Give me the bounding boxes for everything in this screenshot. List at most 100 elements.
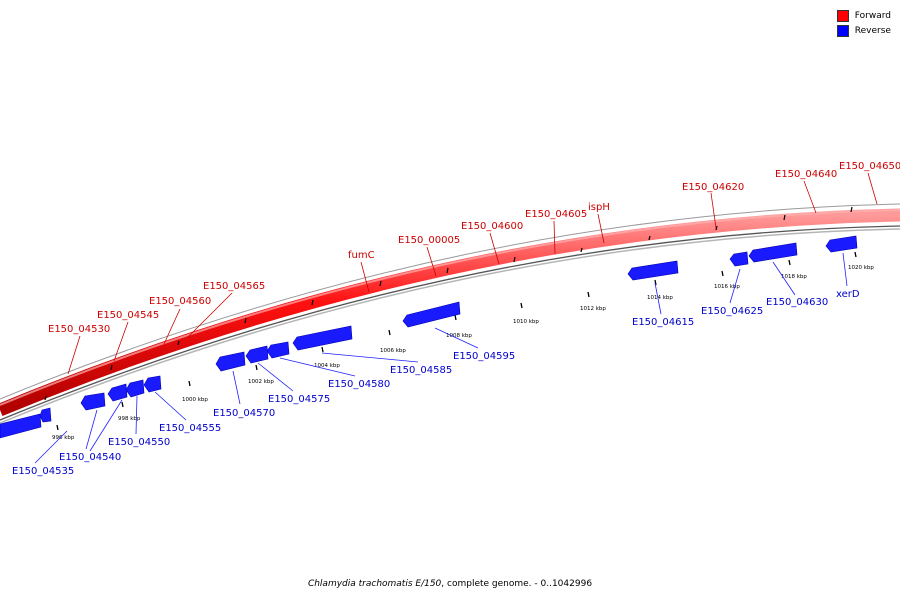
gene-arrow[interactable] xyxy=(39,407,52,423)
gene-label-forward[interactable]: E150_04530 xyxy=(48,324,110,335)
gene-label-reverse[interactable]: xerD xyxy=(836,289,860,300)
outer-ticks xyxy=(44,206,853,401)
gene-label-forward[interactable]: ispH xyxy=(588,202,610,213)
connector xyxy=(426,246,437,277)
gene-arrow[interactable] xyxy=(107,383,128,402)
tick xyxy=(321,346,324,353)
forward-swatch-icon xyxy=(836,9,849,22)
gene-label-reverse[interactable]: E150_04625 xyxy=(701,306,763,317)
tick xyxy=(520,302,523,309)
scale-label: 1016 kbp xyxy=(714,284,740,290)
reverse-genes xyxy=(0,235,858,439)
gene-arrow[interactable] xyxy=(729,251,749,267)
legend-item-reverse: Reverse xyxy=(836,23,891,38)
connector xyxy=(434,327,479,349)
connector xyxy=(279,357,356,377)
gene-arrow[interactable] xyxy=(245,345,269,364)
gene-label-reverse[interactable]: E150_04535 xyxy=(12,466,74,477)
connector xyxy=(321,352,419,363)
gene-label-reverse[interactable]: E150_04555 xyxy=(159,423,221,434)
connector xyxy=(772,261,796,296)
scale-label: 1012 kbp xyxy=(580,306,606,312)
gene-arrow[interactable] xyxy=(143,375,162,393)
tick xyxy=(587,291,590,298)
tick xyxy=(188,380,191,387)
tick xyxy=(446,267,449,274)
forward-strand-arc xyxy=(0,208,900,417)
legend: Forward Reverse xyxy=(836,8,891,38)
gene-label-forward[interactable]: E150_04640 xyxy=(775,169,837,180)
tick xyxy=(721,270,724,277)
gene-label-forward[interactable]: E150_04560 xyxy=(149,296,211,307)
map-caption: Chlamydia trachomatis E/150, complete ge… xyxy=(0,579,900,589)
backbone xyxy=(0,203,900,424)
gene-arrow[interactable] xyxy=(825,235,858,253)
reverse-swatch-icon xyxy=(836,24,849,37)
gene-label-reverse[interactable]: E150_04585 xyxy=(390,365,452,376)
connector xyxy=(842,252,848,287)
gene-arrow[interactable] xyxy=(0,413,42,439)
gene-arrow[interactable] xyxy=(402,301,461,328)
gene-label-reverse[interactable]: E150_04615 xyxy=(632,317,694,328)
gene-arrow[interactable] xyxy=(80,392,106,411)
gene-label-reverse[interactable]: E150_04575 xyxy=(268,394,330,405)
gene-label-reverse[interactable]: E150_04595 xyxy=(453,351,515,362)
tick xyxy=(121,401,124,408)
connector xyxy=(89,399,123,452)
tick xyxy=(715,225,718,231)
scale-label: 1018 kbp xyxy=(781,274,807,280)
inner-ruler-line xyxy=(0,225,900,421)
caption-suffix: , complete genome. - 0..1042996 xyxy=(441,579,593,589)
gene-arrow[interactable] xyxy=(292,325,353,351)
gene-label-forward[interactable]: E150_04650 xyxy=(839,161,900,172)
scale-label: 1006 kbp xyxy=(380,348,406,354)
tick xyxy=(255,364,258,371)
gene-label-reverse[interactable]: E150_04550 xyxy=(108,437,170,448)
reverse-labels: E150_04535 E150_04540 E150_04550 E150_04… xyxy=(12,289,860,477)
reverse-connectors xyxy=(34,252,848,464)
connector xyxy=(360,261,370,293)
connector xyxy=(257,362,294,392)
connector xyxy=(489,232,500,265)
connector xyxy=(113,321,129,362)
gene-label-forward[interactable]: E150_00005 xyxy=(398,235,460,246)
forward-strand-highlight xyxy=(0,209,900,406)
tick xyxy=(177,340,180,346)
gene-arrow[interactable] xyxy=(627,260,679,281)
connector xyxy=(729,268,741,304)
gene-label-forward[interactable]: E150_04545 xyxy=(97,310,159,321)
gene-arrow[interactable] xyxy=(125,379,145,398)
scale-label: 1020 kbp xyxy=(848,265,874,271)
gene-label-reverse[interactable]: E150_04630 xyxy=(766,297,828,308)
gene-arrow[interactable] xyxy=(266,341,290,359)
connector xyxy=(135,395,138,435)
connector xyxy=(186,292,233,339)
connector xyxy=(654,282,662,315)
gene-arrow[interactable] xyxy=(748,242,798,263)
connector xyxy=(597,213,605,244)
gene-label-forward[interactable]: E150_04605 xyxy=(525,209,587,220)
gene-label-forward[interactable]: E150_04600 xyxy=(461,221,523,232)
gene-label-forward[interactable]: E150_04565 xyxy=(203,281,265,292)
gene-label-forward[interactable]: E150_04620 xyxy=(682,182,744,193)
forward-labels: E150_04530 E150_04545 E150_04560 E150_04… xyxy=(48,161,900,335)
scale-labels: 996 kbp 998 kbp 1000 kbp 1002 kbp 1004 k… xyxy=(52,265,874,441)
connector xyxy=(803,180,817,214)
connector xyxy=(154,391,187,421)
tick xyxy=(311,299,314,306)
connector xyxy=(867,172,878,205)
tick xyxy=(580,247,583,253)
legend-label: Reverse xyxy=(854,25,891,36)
tick xyxy=(654,279,657,286)
gene-label-reverse[interactable]: E150_04580 xyxy=(328,379,390,390)
tick xyxy=(56,424,59,431)
gene-label-reverse[interactable]: E150_04540 xyxy=(59,452,121,463)
gene-label-reverse[interactable]: E150_04570 xyxy=(213,408,275,419)
connector xyxy=(34,430,68,464)
scale-label: 1000 kbp xyxy=(182,397,208,403)
tick xyxy=(850,206,853,213)
gene-arrow[interactable] xyxy=(215,351,246,372)
tick xyxy=(379,280,382,287)
connector xyxy=(232,370,241,405)
gene-label-forward[interactable]: fumC xyxy=(348,250,375,261)
